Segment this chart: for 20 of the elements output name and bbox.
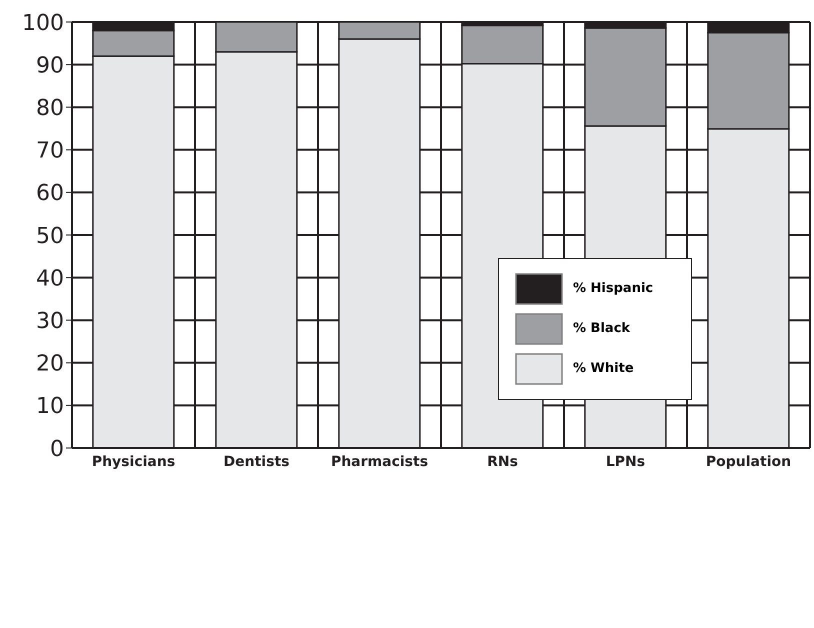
x-tick-label: Dentists — [224, 454, 290, 470]
y-tick-label: 60 — [36, 181, 64, 206]
y-tick-label: 40 — [36, 266, 64, 292]
x-tick-label: LPNs — [606, 454, 646, 470]
x-tick-label: Population — [706, 454, 792, 470]
y-tick-label: 70 — [36, 138, 64, 164]
y-tick-label: 90 — [36, 53, 64, 78]
y-tick-label: 20 — [36, 352, 64, 377]
x-tick-label: RNs — [487, 454, 518, 470]
legend-label: % Hispanic — [573, 280, 654, 298]
y-tick-label: 100 — [22, 10, 64, 36]
x-tick-label: Pharmacists — [330, 454, 428, 470]
y-tick-label: 80 — [36, 96, 64, 122]
legend-label: % Black — [573, 320, 630, 338]
y-tick-label: 0 — [50, 436, 64, 462]
y-tick-label: 30 — [36, 309, 64, 334]
y-tick-label: 10 — [36, 394, 64, 420]
x-tick-label: Physicians — [92, 454, 176, 470]
series-label: % White — [573, 360, 634, 378]
y-tick-label: 50 — [36, 224, 64, 249]
